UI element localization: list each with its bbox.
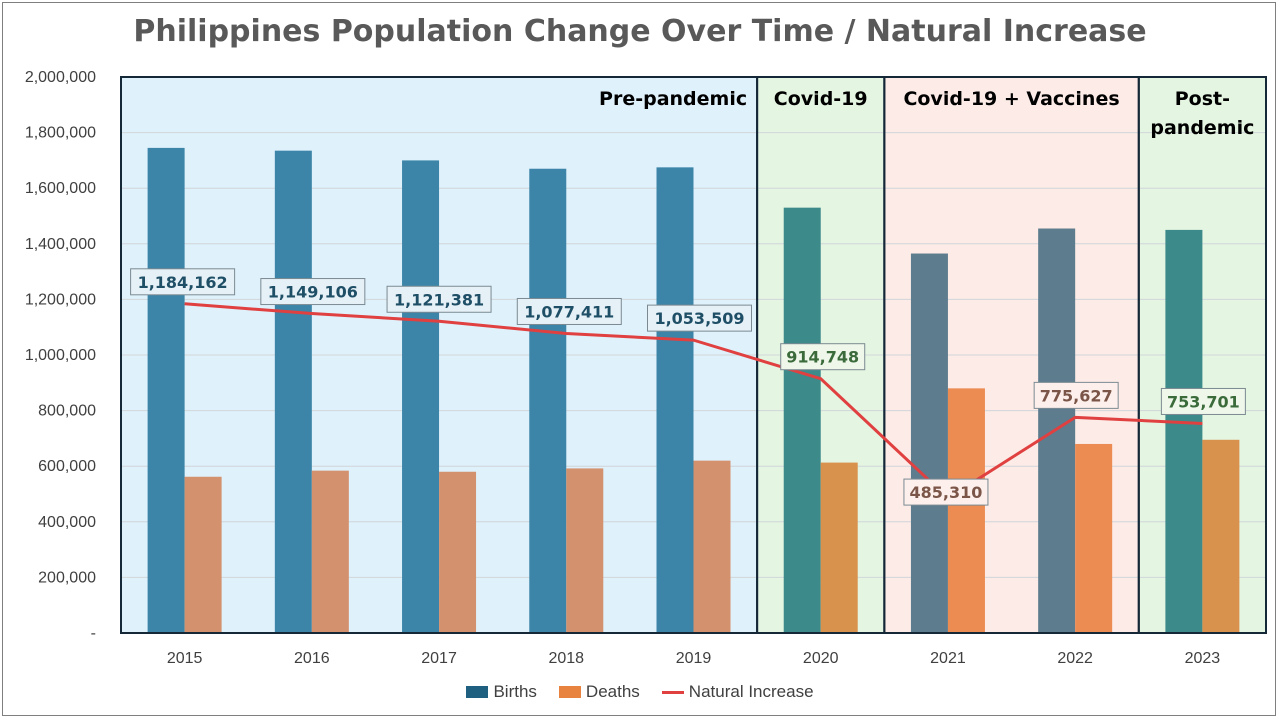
legend-swatch-natural-increase	[661, 690, 684, 694]
x-tick-label: 2018	[548, 650, 584, 667]
y-tick-label: 1,600,000	[25, 180, 96, 197]
data-label-box-2017	[386, 285, 492, 313]
data-label-2019: 1,053,509	[654, 309, 744, 328]
y-tick-label: 1,400,000	[25, 236, 96, 253]
period-label-1: Covid-19	[774, 88, 868, 110]
bar-deaths-2023	[1202, 439, 1240, 633]
x-tick-label: 2015	[167, 650, 203, 667]
data-label-2016: 1,149,106	[268, 283, 358, 302]
legend: Births Deaths Natural Increase	[0, 682, 1280, 702]
bar-births-2019	[656, 167, 694, 633]
legend-swatch-deaths	[558, 686, 581, 698]
data-label-box-2015	[130, 268, 236, 296]
data-label-2021: 485,310	[910, 483, 983, 502]
bar-births-2021	[910, 253, 948, 633]
legend-label-births: Births	[493, 682, 537, 701]
period-label-0: Pre-pandemic	[599, 88, 747, 110]
bar-deaths-2016	[311, 470, 349, 633]
data-label-box-2019	[647, 304, 752, 332]
y-tick-label: 2,000,000	[25, 69, 96, 86]
bar-births-2015	[147, 147, 185, 633]
bar-deaths-2015	[184, 476, 222, 633]
bar-deaths-2020	[820, 462, 858, 633]
y-tick-label: 1,200,000	[25, 291, 96, 308]
bar-births-2017	[402, 160, 440, 633]
legend-label-natural-increase: Natural Increase	[688, 682, 814, 701]
bar-deaths-2021	[947, 388, 985, 633]
series-line-natural-increase	[184, 302, 1203, 500]
bar-births-2023	[1165, 229, 1203, 633]
legend-item-births: Births	[466, 682, 537, 702]
data-label-box-2021	[903, 478, 989, 506]
bar-births-2018	[529, 168, 567, 634]
y-tick-label: 800,000	[38, 403, 96, 420]
x-tick-label: 2019	[676, 650, 712, 667]
data-label-2020: 914,748	[786, 348, 859, 367]
period-label-2: Covid-19 + Vaccines	[903, 88, 1119, 110]
data-label-box-2018	[516, 297, 622, 325]
data-label-2018: 1,077,411	[524, 302, 614, 321]
data-label-box-2020	[780, 343, 866, 371]
data-label-2015: 1,184,162	[138, 273, 228, 292]
legend-label-deaths: Deaths	[585, 682, 640, 701]
y-tick-label: -	[91, 625, 96, 642]
x-tick-label: 2017	[421, 650, 457, 667]
data-label-box-2023	[1160, 387, 1246, 415]
x-tick-label: 2022	[1057, 650, 1093, 667]
bar-deaths-2022	[1075, 443, 1113, 633]
data-label-2022: 775,627	[1040, 386, 1113, 405]
bar-deaths-2018	[566, 468, 604, 633]
data-label-box-2022	[1033, 381, 1119, 409]
legend-item-deaths: Deaths	[558, 682, 640, 702]
y-tick-label: 200,000	[38, 569, 96, 586]
bar-births-2020	[783, 207, 821, 633]
y-tick-label: 400,000	[38, 514, 96, 531]
bar-births-2016	[274, 150, 312, 634]
x-tick-label: 2023	[1185, 650, 1221, 667]
bar-deaths-2017	[439, 471, 477, 633]
period-label-3: pandemic	[1150, 117, 1254, 139]
legend-swatch-births	[466, 686, 489, 698]
y-tick-label: 600,000	[38, 458, 96, 475]
period-label-3: Post-	[1175, 88, 1230, 110]
x-tick-label: 2016	[294, 650, 330, 667]
x-tick-label: 2020	[803, 650, 839, 667]
y-tick-label: 1,800,000	[25, 125, 96, 142]
y-tick-label: 1,000,000	[25, 347, 96, 364]
chart-title: Philippines Population Change Over Time …	[133, 14, 1147, 49]
data-label-2017: 1,121,381	[394, 290, 484, 309]
bar-deaths-2019	[693, 460, 731, 633]
data-label-box-2016	[260, 278, 366, 306]
legend-item-natural-increase: Natural Increase	[661, 682, 814, 702]
data-label-2023: 753,701	[1167, 392, 1240, 411]
x-tick-label: 2021	[930, 650, 966, 667]
